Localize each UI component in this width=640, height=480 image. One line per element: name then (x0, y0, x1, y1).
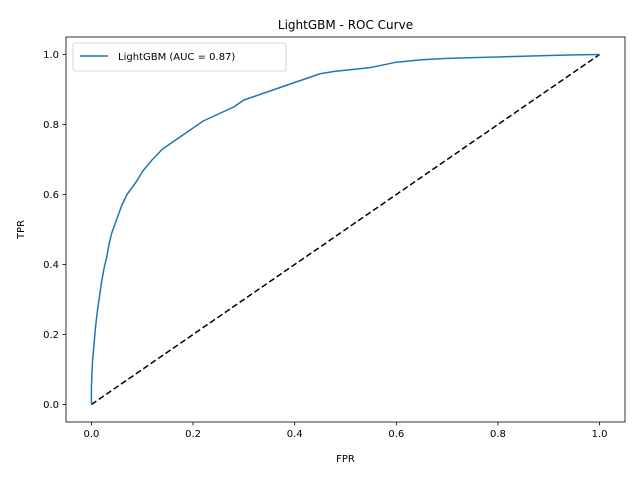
x-tick-label: 1.0 (592, 429, 608, 440)
y-tick-label: 0.6 (43, 190, 59, 201)
axis-ticks: 0.0 0.2 0.4 0.6 0.8 1.0 0.0 0.2 0.4 0.6 0.8 1.0 (43, 50, 607, 440)
y-tick-label: 0.8 (43, 120, 59, 131)
x-tick-label: 0.8 (490, 429, 506, 440)
y-axis-label: TPR (16, 220, 27, 240)
y-tick-label: 0.0 (43, 400, 59, 411)
legend-label-lightgbm: LightGBM (AUC = 0.87) (118, 52, 235, 63)
legend: LightGBM (AUC = 0.87) (72, 42, 287, 72)
roc-curve-lightgbm (90, 53, 600, 405)
chart-title: LightGBM - ROC Curve (278, 18, 413, 32)
y-tick-label: 0.2 (43, 330, 59, 341)
chance-line (90, 53, 601, 406)
y-tick-label: 1.0 (43, 50, 59, 61)
x-tick-label: 0.6 (388, 429, 404, 440)
plot-area (90, 53, 601, 406)
legend-box (72, 42, 287, 72)
x-axis-label: FPR (336, 454, 355, 465)
axes-frame (65, 36, 626, 423)
x-tick-label: 0.4 (287, 429, 303, 440)
x-tick-label: 0.2 (185, 429, 201, 440)
x-tick-label: 0.0 (83, 429, 99, 440)
y-tick-label: 0.4 (43, 260, 59, 271)
